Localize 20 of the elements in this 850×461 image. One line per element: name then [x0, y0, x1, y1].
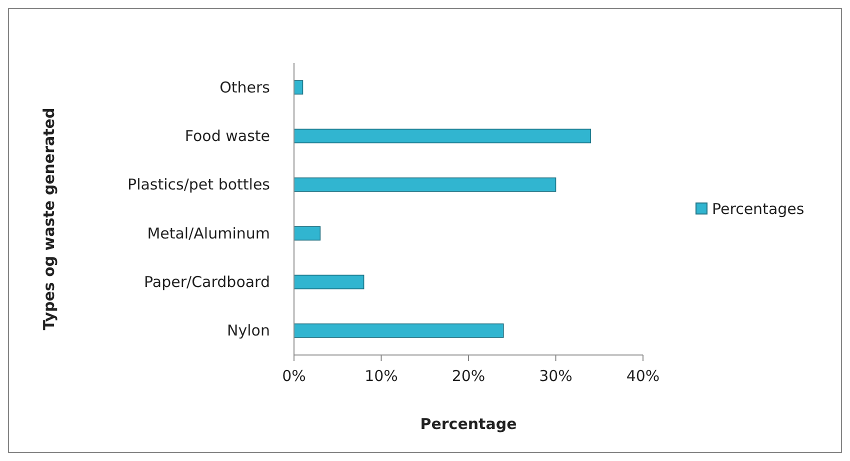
bar	[294, 323, 504, 338]
y-tick-label: Food waste	[184, 127, 270, 145]
x-tick-label: 10%	[364, 367, 398, 385]
y-axis-title: Types og waste generated	[40, 108, 58, 330]
bar	[294, 128, 592, 144]
legend-label: Percentages	[712, 200, 804, 218]
bar	[294, 226, 321, 241]
bar	[294, 80, 304, 95]
x-axis-title: Percentage	[420, 415, 517, 433]
x-tick-label: 0%	[282, 367, 306, 385]
y-tick-label: Nylon	[227, 322, 270, 340]
y-tick-label: Others	[220, 78, 270, 96]
x-tick-label: 20%	[452, 367, 486, 385]
y-tick-label: Plastics/pet bottles	[128, 176, 270, 194]
y-tick-label: Paper/Cardboard	[144, 273, 270, 291]
y-tick-label: Metal/Aluminum	[147, 224, 270, 242]
x-tick-label: 40%	[626, 367, 660, 385]
bar	[294, 177, 556, 192]
x-tick-label: 30%	[539, 367, 572, 385]
bar	[294, 274, 364, 290]
